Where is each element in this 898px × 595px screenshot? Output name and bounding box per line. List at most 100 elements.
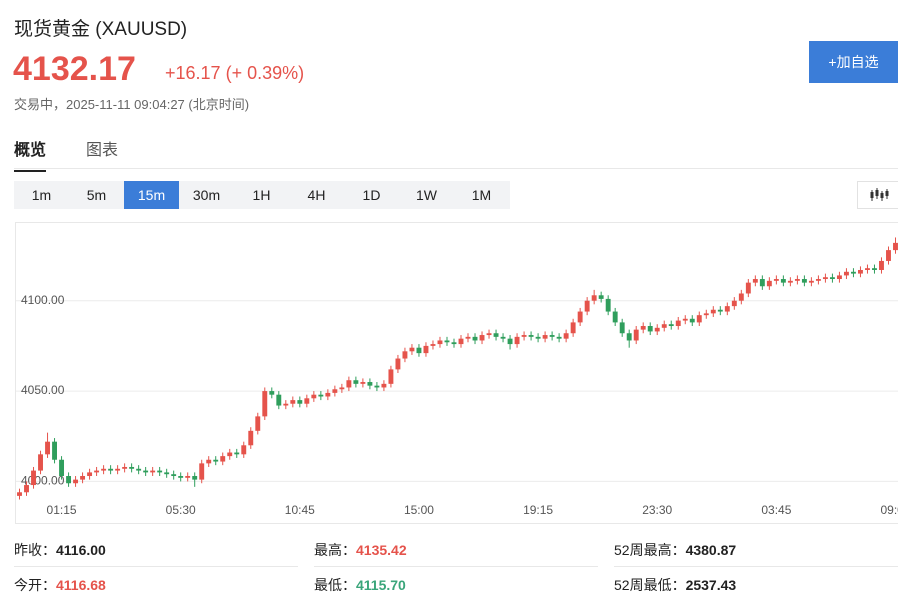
change: +16.17 (+ 0.39%): [165, 63, 304, 84]
candle-body: [612, 311, 618, 323]
candle-body: [297, 400, 303, 404]
candle-body: [129, 466, 135, 469]
candle-body: [472, 336, 478, 341]
stat-value: 4380.87: [685, 542, 737, 558]
candle-body: [122, 466, 128, 469]
candle-body: [549, 335, 555, 337]
candle-body: [367, 382, 373, 386]
candle-body: [591, 295, 597, 301]
candle-body: [45, 441, 50, 455]
stat-label: 最高：: [314, 542, 356, 558]
candle-body: [269, 391, 275, 395]
candle-body: [206, 459, 212, 464]
interval-button[interactable]: 5m: [86, 187, 107, 203]
candle-body: [801, 279, 807, 283]
stat: 52周最低：2537.43: [614, 575, 736, 595]
candle-body: [437, 340, 443, 345]
stat-value: 4116.00: [56, 542, 106, 558]
candle-body: [339, 387, 345, 390]
candle-body: [794, 279, 800, 281]
interval-button[interactable]: 1H: [252, 187, 271, 203]
candle-body: [157, 470, 163, 473]
x-tick-label: 03:45: [761, 503, 791, 517]
candle-body: [38, 454, 43, 471]
x-tick-label: 10:45: [285, 503, 315, 517]
x-tick-label: 09:00: [880, 503, 898, 517]
candle-body: [514, 336, 520, 345]
interval-button[interactable]: 1D: [362, 187, 381, 203]
candle-body: [654, 327, 660, 332]
candle-body: [360, 382, 366, 384]
interval-bar: 1m 5m 15m 30m 1H 4H 1D 1W 1M: [14, 181, 510, 209]
candle-body: [858, 269, 863, 274]
candle-body: [80, 476, 86, 480]
candle-body: [879, 260, 884, 270]
stat-value: 4116.68: [56, 577, 106, 593]
interval-button[interactable]: 1M: [471, 187, 492, 203]
candle-body: [703, 313, 709, 316]
interval-button[interactable]: 4H: [307, 187, 326, 203]
candle-body: [332, 389, 338, 393]
candle-body: [598, 295, 604, 299]
tab[interactable]: 图表: [86, 142, 119, 159]
change-abs: +16.17: [165, 63, 221, 83]
candle-body: [465, 336, 471, 339]
add-watchlist-button[interactable]: +加自选: [809, 41, 898, 83]
stat-label: 昨收：: [14, 542, 56, 558]
candle-body: [752, 279, 758, 283]
chart-type-button[interactable]: [857, 181, 898, 209]
stat-label: 今开：: [14, 577, 56, 593]
candle-body: [185, 476, 191, 478]
divider: [14, 168, 898, 169]
candle-body: [689, 318, 695, 323]
candle-body: [759, 279, 765, 287]
candle-body: [766, 280, 772, 287]
candle-body: [640, 326, 646, 330]
candle-body: [563, 333, 569, 339]
candle-body: [745, 282, 751, 294]
candle-body: [570, 322, 576, 334]
y-tick-label: 4050.00: [21, 383, 65, 397]
candle-body: [283, 403, 289, 406]
candle-body: [346, 380, 352, 388]
candle-body: [865, 268, 870, 270]
candle-body: [17, 492, 22, 496]
stat-value: 2537.43: [685, 577, 737, 593]
candle-body: [87, 472, 93, 477]
candle-body: [94, 470, 100, 473]
candle-body: [444, 340, 450, 343]
candle-body: [886, 250, 891, 261]
candle-body: [626, 333, 632, 341]
candle-body: [402, 351, 408, 359]
interval-button[interactable]: 1m: [31, 187, 52, 203]
x-tick-label: 05:30: [166, 503, 196, 517]
tab[interactable]: 概览: [14, 136, 47, 172]
interval-button[interactable]: 30m: [192, 187, 221, 203]
candle-body: [521, 335, 527, 337]
candle-body: [556, 336, 562, 339]
candle-body: [248, 430, 254, 446]
candle-body: [171, 474, 177, 477]
candle-body: [31, 470, 36, 486]
candle-body: [668, 324, 674, 327]
price: 4132.17: [13, 50, 136, 88]
candle-body: [150, 470, 156, 473]
y-tick-label: 4100.00: [21, 293, 65, 307]
interval-button[interactable]: 1W: [416, 187, 437, 203]
candle-body: [178, 476, 184, 478]
candle-body: [507, 338, 513, 345]
candle-body: [101, 468, 107, 471]
stat: 今开：4116.68: [14, 575, 106, 595]
candle-body: [241, 445, 247, 455]
stat-value: 4115.70: [356, 577, 406, 593]
candle-body: [731, 300, 737, 307]
candle-body: [395, 358, 401, 370]
interval-button[interactable]: 15m: [124, 181, 179, 209]
candle-body: [59, 459, 65, 477]
candle-body: [213, 459, 219, 462]
candle-body: [52, 441, 57, 460]
x-tick-label: 01:15: [47, 503, 77, 517]
candle-body: [115, 468, 121, 471]
